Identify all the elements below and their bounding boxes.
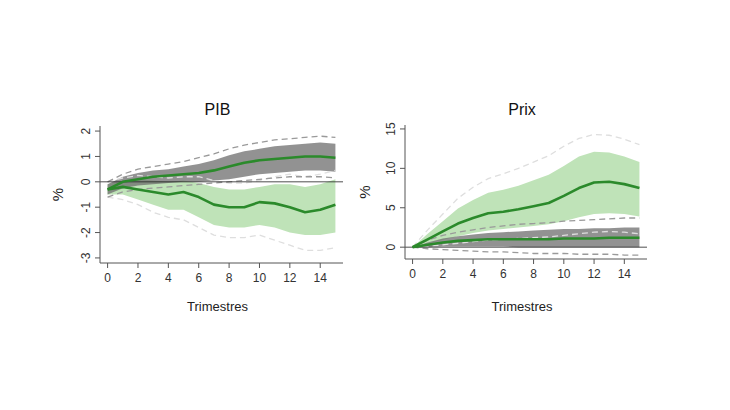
x-tick bbox=[107, 263, 108, 268]
y-tick bbox=[95, 156, 100, 157]
y-tick bbox=[400, 247, 405, 248]
plot-area bbox=[405, 134, 647, 255]
x-tick-label: 10 bbox=[557, 267, 571, 281]
y-axis-label: % bbox=[356, 185, 373, 198]
series-line bbox=[413, 238, 640, 247]
chart-title: PIB bbox=[205, 101, 231, 118]
panel: 02468101214-3-2-1012PIBTrimestres% bbox=[49, 101, 343, 314]
reference-line bbox=[405, 247, 647, 248]
x-axis-label: Trimestres bbox=[492, 299, 553, 314]
y-tick-label: 0 bbox=[79, 178, 93, 185]
y-tick bbox=[95, 181, 100, 182]
y-tick-label: -3 bbox=[79, 252, 93, 263]
outer-bound bbox=[413, 231, 640, 247]
x-tick bbox=[473, 259, 474, 264]
panel: 0 2 4 6 8 10 12 14 0 5 10 15 Prix Trimestres% bbox=[356, 101, 647, 314]
x-tick bbox=[168, 263, 169, 268]
y-tick-label: 5 bbox=[384, 204, 398, 211]
series-line bbox=[108, 156, 336, 189]
x-tick bbox=[624, 259, 625, 264]
y-tick bbox=[400, 128, 405, 129]
series-line bbox=[108, 187, 336, 212]
x-tick-label: 14 bbox=[314, 271, 328, 285]
x-tick-label: 4 bbox=[165, 271, 172, 285]
x-tick-label: 12 bbox=[283, 271, 297, 285]
x-tick-label: 6 bbox=[195, 271, 202, 285]
outer-bound bbox=[413, 134, 640, 247]
x-tick bbox=[289, 263, 290, 268]
x-tick bbox=[320, 263, 321, 268]
chart-title: Prix bbox=[508, 101, 536, 118]
x-tick bbox=[442, 259, 443, 264]
x-tick bbox=[412, 259, 413, 264]
x-tick bbox=[137, 263, 138, 268]
chart-canvas: 02468101214-3-2-1012PIBTrimestres%024681… bbox=[0, 0, 730, 410]
y-tick bbox=[400, 207, 405, 208]
y-tick bbox=[95, 207, 100, 208]
x-tick bbox=[533, 259, 534, 264]
x-tick-label: 2 bbox=[439, 267, 446, 281]
y-axis bbox=[405, 125, 406, 259]
x-tick-label: 10 bbox=[253, 271, 267, 285]
y-tick-label: 1 bbox=[79, 153, 93, 160]
y-axis bbox=[100, 126, 101, 263]
outer-bound bbox=[413, 247, 640, 255]
y-tick-label: -2 bbox=[79, 227, 93, 238]
y-tick-label: 15 bbox=[384, 122, 398, 136]
x-tick-label: 0 bbox=[104, 271, 111, 285]
x-tick bbox=[259, 263, 260, 268]
y-tick-label: 10 bbox=[384, 161, 398, 175]
y-tick-label: 0 bbox=[384, 244, 398, 251]
y-tick bbox=[95, 232, 100, 233]
confidence-band bbox=[108, 142, 336, 194]
x-tick-label: 2 bbox=[135, 271, 142, 285]
x-tick bbox=[563, 259, 564, 264]
x-axis bbox=[405, 259, 647, 260]
y-tick bbox=[95, 257, 100, 258]
x-tick-label: 14 bbox=[618, 267, 632, 281]
y-tick-label: 2 bbox=[79, 127, 93, 134]
x-tick bbox=[503, 259, 504, 264]
x-tick bbox=[594, 259, 595, 264]
plot-area bbox=[100, 136, 343, 250]
outer-bound bbox=[413, 218, 640, 247]
x-axis bbox=[100, 263, 343, 264]
x-tick bbox=[229, 263, 230, 268]
y-tick bbox=[95, 131, 100, 132]
outer-bound bbox=[108, 136, 336, 182]
x-tick-label: 8 bbox=[530, 267, 537, 281]
y-axis-label: % bbox=[49, 188, 66, 201]
x-tick-label: 6 bbox=[500, 267, 507, 281]
y-tick bbox=[400, 168, 405, 169]
confidence-band bbox=[413, 152, 640, 247]
series-line bbox=[413, 182, 640, 247]
x-axis-label: Trimestres bbox=[187, 299, 248, 314]
x-tick-label: 12 bbox=[587, 267, 601, 281]
x-tick-label: 4 bbox=[470, 267, 477, 281]
x-tick-label: 0 bbox=[409, 267, 416, 281]
y-tick-label: -1 bbox=[79, 202, 93, 213]
x-tick bbox=[198, 263, 199, 268]
reference-line bbox=[100, 181, 343, 182]
x-tick-label: 8 bbox=[226, 271, 233, 285]
